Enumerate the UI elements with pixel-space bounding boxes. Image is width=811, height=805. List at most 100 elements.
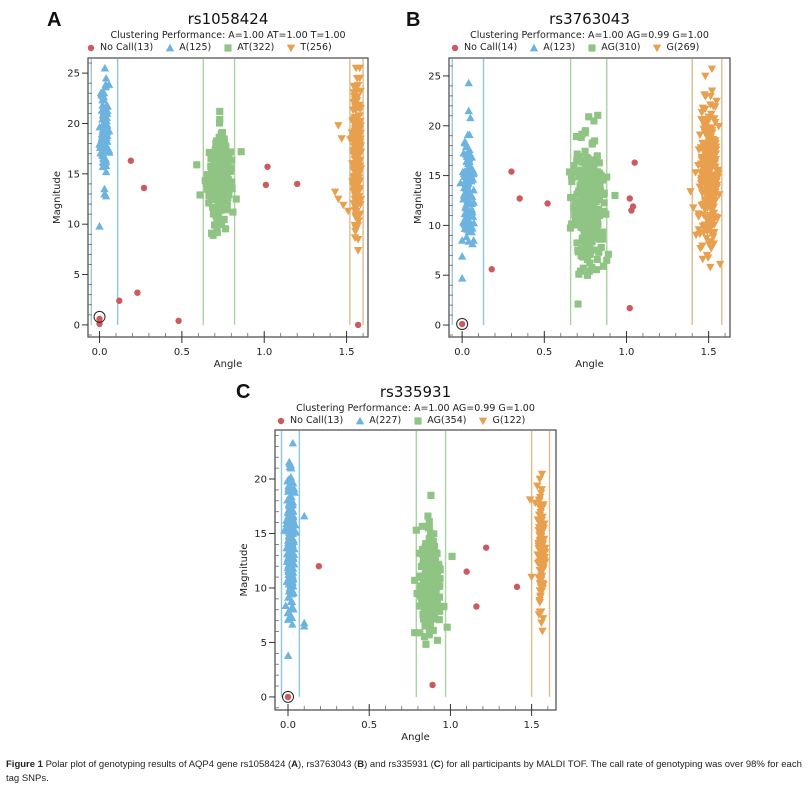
y-tick-label: 10 — [67, 220, 80, 231]
point-hom2 — [536, 584, 546, 592]
point-het — [440, 602, 448, 611]
legend-circle-icon — [277, 417, 285, 424]
point-het — [435, 593, 444, 601]
point-het — [582, 170, 590, 179]
point-hom1 — [464, 78, 473, 87]
point-hom1 — [283, 593, 293, 601]
legend-marker — [653, 44, 662, 52]
point-het — [585, 113, 593, 121]
x-tick-label: 0.0 — [454, 347, 470, 358]
point-hom1 — [468, 212, 478, 220]
point-het — [436, 574, 444, 583]
point-hom1 — [105, 148, 114, 156]
point-hom2 — [699, 229, 708, 237]
point-het — [423, 545, 431, 553]
point-het — [448, 552, 456, 560]
point-hom1 — [101, 167, 111, 176]
point-hom1 — [288, 581, 298, 589]
point-het — [593, 255, 601, 264]
origin-marker-ring — [93, 310, 106, 323]
legend-item-nocall: No Call(14) — [450, 42, 517, 53]
point-het — [411, 576, 419, 584]
point-nocall — [488, 266, 495, 273]
point-het — [582, 228, 590, 237]
point-hom1 — [465, 145, 474, 154]
point-hom2 — [353, 162, 362, 171]
point-hom2 — [697, 109, 707, 117]
point-het — [218, 170, 226, 178]
x-tick-label: 1.5 — [524, 720, 540, 731]
caption-text-2: ), rs3763043 ( — [298, 759, 358, 770]
point-het — [577, 223, 585, 231]
point-hom2 — [706, 101, 715, 109]
data-points — [280, 438, 550, 701]
y-tick-label: 15 — [67, 169, 80, 180]
point-hom1 — [287, 520, 296, 528]
point-hom2 — [349, 188, 359, 196]
point-hom2 — [352, 158, 362, 167]
point-hom1 — [466, 113, 475, 122]
point-het — [427, 491, 435, 499]
point-hom2 — [538, 615, 548, 623]
point-nocall — [262, 181, 270, 189]
legend-label: A(123) — [543, 42, 576, 53]
point-hom1 — [285, 481, 294, 489]
point-nocall — [429, 681, 436, 689]
point-hom1 — [100, 153, 109, 161]
point-het — [585, 197, 593, 205]
point-hom2 — [706, 263, 715, 272]
point-hom2 — [350, 221, 360, 230]
point-hom2 — [707, 110, 716, 119]
point-hom2 — [696, 177, 706, 185]
point-het — [220, 137, 228, 145]
point-hom2 — [703, 194, 712, 202]
point-hom2 — [709, 186, 719, 194]
point-hom1 — [99, 111, 108, 120]
point-nocall — [134, 289, 141, 296]
point-het — [593, 152, 601, 160]
point-nocall — [508, 168, 515, 175]
point-hom2 — [533, 482, 542, 491]
point-hom2 — [353, 114, 362, 122]
point-het — [596, 187, 605, 195]
point-hom1 — [285, 493, 295, 502]
y-axis-label: Magnitude — [239, 544, 250, 597]
legend-label: G(269) — [666, 42, 700, 53]
x-tick-label: 1.5 — [339, 347, 355, 358]
caption-lead: Figure 1 — [6, 759, 43, 770]
point-het — [592, 266, 600, 274]
point-het — [205, 174, 213, 182]
legend-item-hom1: A(227) — [355, 415, 401, 426]
x-tick-label: 0.0 — [280, 720, 296, 731]
legend-item-het: AG(354) — [413, 415, 466, 426]
point-hom2 — [535, 608, 544, 617]
chart-subtitle-c: Clustering Performance: A=1.00 AG=0.99 G… — [296, 403, 535, 414]
point-hom2 — [538, 501, 547, 509]
point-hom2 — [706, 216, 715, 225]
data-points — [95, 63, 366, 329]
point-hom1 — [283, 615, 293, 623]
point-hom1 — [289, 484, 299, 493]
point-hom2 — [538, 627, 547, 636]
x-tick-label: 1.5 — [701, 347, 717, 358]
legend-marker — [588, 43, 596, 52]
point-het — [573, 239, 581, 247]
point-het — [599, 235, 607, 243]
legend-circle-icon — [451, 44, 459, 51]
point-hom1 — [286, 513, 296, 521]
point-hom2 — [704, 148, 713, 157]
caption-text-4: ) for all participants by MALDI TOF. The… — [6, 759, 802, 784]
legend-label: A(125) — [179, 42, 212, 53]
point-nocall — [513, 583, 521, 591]
x-axis-label: Angle — [575, 359, 603, 370]
legend-triangle-up-icon — [355, 416, 365, 424]
point-hom2 — [349, 177, 358, 186]
data-points — [456, 65, 725, 328]
point-het — [229, 208, 237, 216]
point-het — [218, 188, 227, 196]
point-hom2 — [355, 138, 364, 146]
y-tick-label: 20 — [428, 121, 441, 132]
y-axis-label: Magnitude — [413, 171, 424, 224]
point-het — [573, 190, 581, 198]
